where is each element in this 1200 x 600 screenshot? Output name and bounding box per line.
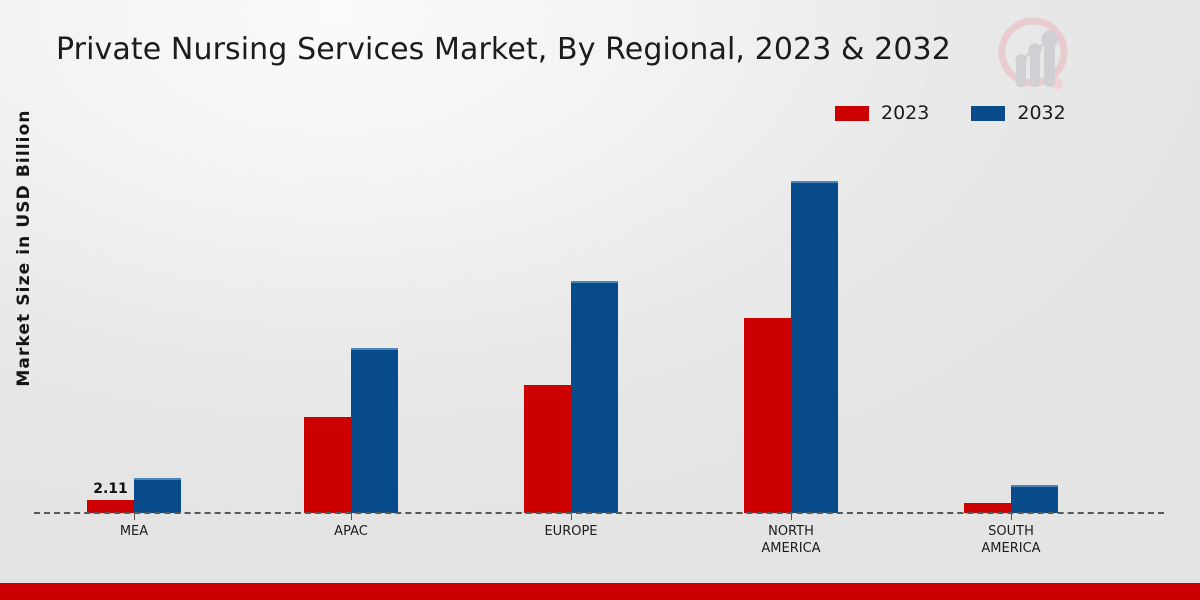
x-axis-label-mea: MEA bbox=[119, 524, 149, 539]
bar-2032-apac[interactable] bbox=[351, 348, 398, 513]
bar-2032-south-america[interactable] bbox=[1011, 484, 1058, 513]
bar-2023-south-america[interactable] bbox=[964, 503, 1011, 513]
bar-2023-north-america[interactable] bbox=[744, 318, 791, 513]
footer-accent-bar bbox=[0, 583, 1200, 600]
legend-label-2032: 2032 bbox=[1017, 102, 1066, 124]
bar-2032-north-america[interactable] bbox=[791, 180, 838, 513]
x-axis-tick bbox=[571, 513, 572, 520]
bar-group: 2.11 MEA bbox=[87, 150, 181, 539]
x-axis-label-south-america: SOUTH AMERICA bbox=[981, 524, 1041, 556]
chart-legend: 2023 2032 bbox=[835, 104, 1066, 123]
bar-2032-europe[interactable] bbox=[571, 281, 618, 513]
legend-swatch-2023 bbox=[835, 106, 869, 121]
chart-title: Private Nursing Services Market, By Regi… bbox=[56, 32, 951, 67]
bar-2032-mea[interactable] bbox=[134, 477, 181, 513]
bar-2023-europe[interactable] bbox=[524, 385, 571, 513]
watermark-logo-icon bbox=[988, 8, 1084, 104]
y-axis-title: Market Size in USD Billion bbox=[14, 109, 34, 387]
plot-area: 2.11 MEA APAC EUROPE NORTH AMERICA SOUTH AMER… bbox=[34, 150, 1164, 556]
x-axis-baseline bbox=[34, 512, 1164, 514]
bar-2023-mea[interactable]: 2.11 bbox=[87, 481, 134, 513]
x-axis-label-north-america: NORTH AMERICA bbox=[761, 524, 821, 556]
legend-item-2023[interactable]: 2023 bbox=[835, 104, 929, 123]
legend-item-2032[interactable]: 2032 bbox=[971, 102, 1066, 124]
bar-2023-apac[interactable] bbox=[304, 417, 351, 513]
legend-label-2023: 2023 bbox=[881, 102, 930, 124]
x-axis-tick bbox=[791, 513, 792, 520]
x-axis-tick bbox=[351, 513, 352, 520]
x-axis-tick bbox=[1011, 513, 1012, 520]
bar-value-label: 2.11 bbox=[93, 481, 128, 498]
x-axis-label-apac: APAC bbox=[334, 524, 368, 539]
x-axis-tick bbox=[134, 513, 135, 520]
bar-group: NORTH AMERICA bbox=[744, 150, 838, 556]
bar-group: APAC bbox=[304, 150, 398, 539]
bar-group: EUROPE bbox=[524, 150, 618, 539]
legend-swatch-2032 bbox=[971, 106, 1006, 121]
bar-group: SOUTH AMERICA bbox=[964, 150, 1058, 556]
x-axis-label-europe: EUROPE bbox=[544, 524, 598, 539]
